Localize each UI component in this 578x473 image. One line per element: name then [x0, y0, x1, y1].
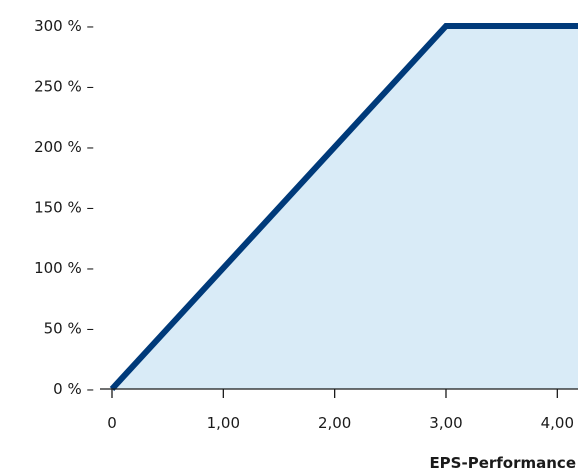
x-axis-title: EPS-Performance [429, 454, 576, 472]
x-tick-label: 3,00 [429, 414, 462, 432]
series-area [112, 26, 578, 389]
x-tick-label: 1,00 [207, 414, 240, 432]
y-tick-label: 300 % – [34, 17, 94, 35]
y-tick-label: 250 % – [34, 78, 94, 96]
y-tick-label: 0 % – [53, 380, 94, 398]
plot-area [109, 23, 578, 392]
y-axis: 0 % – 50 % – 100 % – 150 % – 200 % – 250 % – 3… [34, 17, 94, 398]
y-tick-label: 100 % – [34, 259, 94, 277]
series-line [109, 23, 578, 392]
y-tick-label: 150 % – [34, 199, 94, 217]
x-axis: 0 1,00 2,00 3,00 4,00 [100, 388, 578, 432]
y-tick-label: 50 % – [44, 320, 94, 338]
x-tick-label: 4,00 [541, 414, 574, 432]
x-tick-label: 2,00 [318, 414, 351, 432]
y-tick-label: 200 % – [34, 138, 94, 156]
x-tick-label: 0 [107, 414, 117, 432]
